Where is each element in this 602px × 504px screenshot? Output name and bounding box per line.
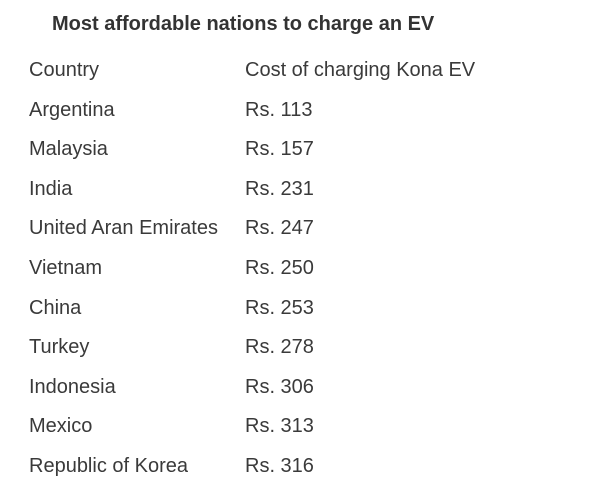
cost-cell: Rs. 316 [245, 455, 314, 477]
country-cell: Mexico [29, 415, 93, 438]
country-cell: Vietnam [29, 257, 103, 279]
cost-cell: Rs. 306 [245, 375, 314, 398]
cost-cell: Rs. 278 [245, 336, 314, 359]
cost-cell: Rs. 157 [245, 138, 314, 161]
country-cell: United Aran Emirates [29, 217, 218, 240]
country-cell: Argentina [29, 98, 115, 121]
cost-cell: Rs. 113 [245, 98, 313, 121]
column-header: Country [29, 59, 100, 81]
cost-cell: Rs. 253 [245, 296, 314, 319]
cost-cell: Rs. 313 [245, 415, 314, 438]
country-cell: Turkey [29, 336, 90, 359]
column-header: Cost of charging Kona EV [245, 59, 476, 81]
country-cell: Indonesia [29, 375, 116, 398]
country-cell: India [29, 177, 73, 200]
cost-cell: Rs. 250 [245, 257, 314, 279]
cost-cell: Rs. 247 [245, 217, 314, 240]
country-cell: Republic of Korea [29, 455, 188, 477]
title: Most affordable nations to charge an EV [52, 13, 435, 35]
country-cell: China [29, 296, 82, 319]
cost-cell: Rs. 231 [245, 177, 314, 200]
country-cell: Malaysia [29, 138, 108, 161]
